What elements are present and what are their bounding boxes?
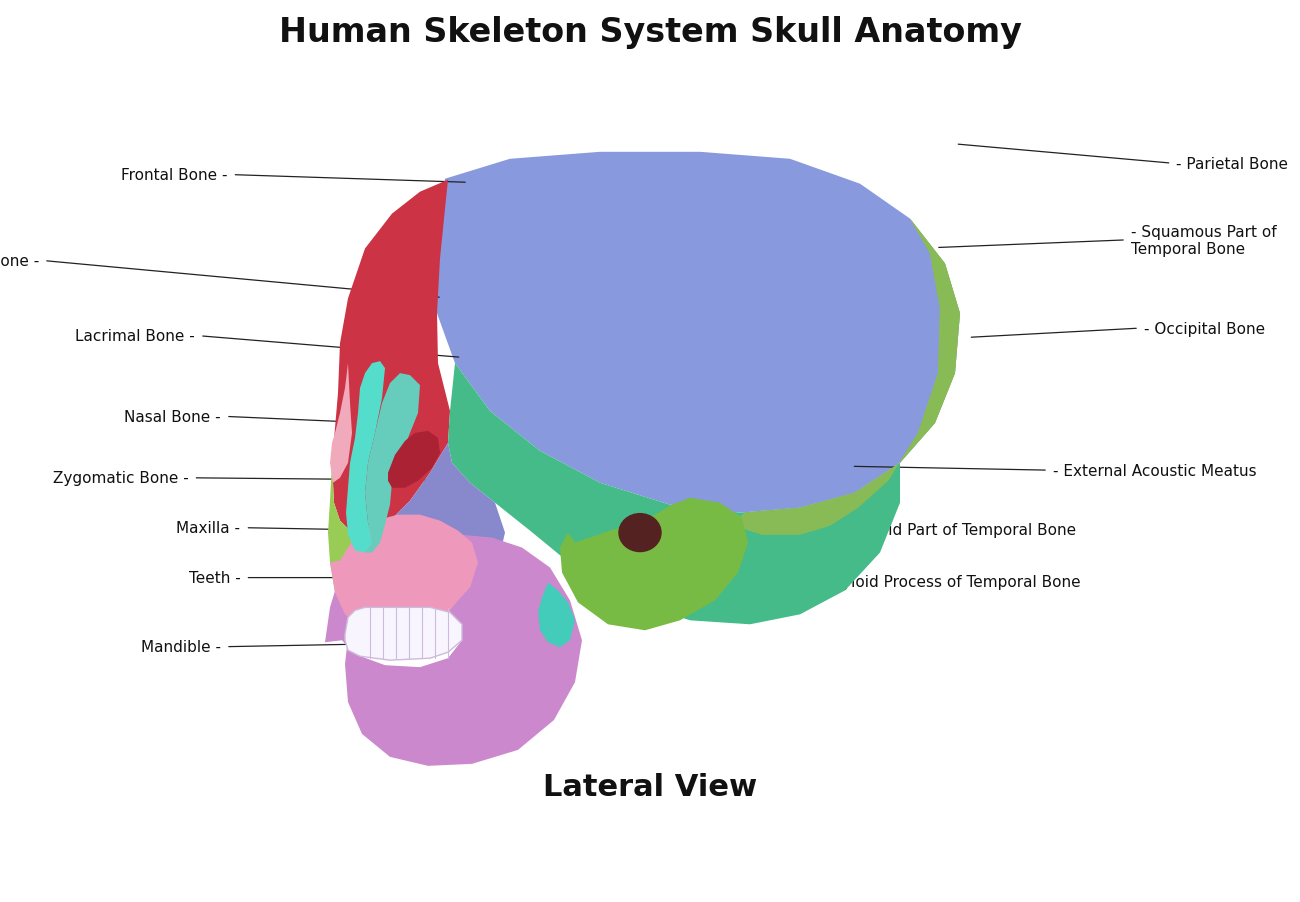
Text: - Mastoid Part of Temporal Bone: - Mastoid Part of Temporal Bone [832,522,1076,538]
Text: Greater Wing of Sphenoid Bone -: Greater Wing of Sphenoid Bone - [0,253,39,269]
Text: Lacrimal Bone -: Lacrimal Bone - [75,329,195,344]
Polygon shape [330,515,478,640]
Polygon shape [731,219,959,535]
Polygon shape [538,583,575,648]
Text: - Parietal Bone: - Parietal Bone [1176,156,1288,171]
Polygon shape [365,373,420,553]
Text: - Occipital Bone: - Occipital Bone [1144,321,1265,336]
Text: Maxilla -: Maxilla - [177,520,240,536]
Polygon shape [328,464,439,640]
Text: Human Skeleton System Skull Anatomy: Human Skeleton System Skull Anatomy [278,16,1022,49]
Text: Image ID: 2BG950N: Image ID: 2BG950N [1183,837,1300,850]
Text: www.alamy.com: www.alamy.com [1183,867,1278,879]
Polygon shape [330,364,352,483]
Text: Nasal Bone -: Nasal Bone - [125,410,221,425]
Polygon shape [325,535,582,766]
Text: Zygomatic Bone -: Zygomatic Bone - [53,471,188,486]
Polygon shape [332,180,450,533]
Text: - Styloid Process of Temporal Bone: - Styloid Process of Temporal Bone [816,575,1082,589]
Text: Mandible -: Mandible - [140,640,221,655]
Text: - Squamous Part of
Temporal Bone: - Squamous Part of Temporal Bone [1131,225,1277,257]
Polygon shape [437,152,959,513]
Text: Lateral View: Lateral View [543,772,757,802]
Text: Frontal Bone -: Frontal Bone - [121,168,228,183]
Polygon shape [448,364,900,624]
Polygon shape [560,498,747,630]
Text: - External Acoustic Meatus: - External Acoustic Meatus [1053,463,1257,478]
Text: alamy: alamy [52,843,136,867]
Polygon shape [344,608,461,660]
Polygon shape [385,444,504,601]
Polygon shape [346,362,385,553]
Polygon shape [731,219,959,535]
Ellipse shape [619,514,660,552]
Polygon shape [387,431,439,488]
Text: Teeth -: Teeth - [188,570,240,585]
